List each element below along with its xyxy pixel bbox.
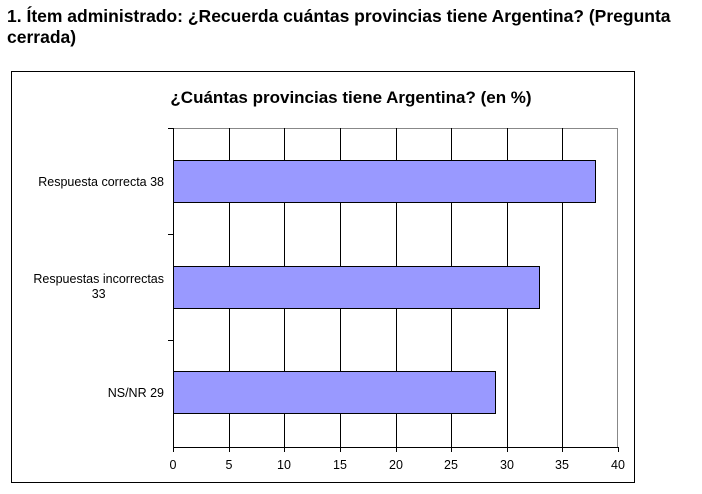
x-tick-label: 15	[333, 458, 347, 472]
gridline	[562, 128, 563, 447]
x-tick	[340, 447, 341, 452]
x-tick	[229, 447, 230, 452]
y-tick	[168, 128, 173, 129]
x-tick	[507, 447, 508, 452]
category-label: Respuestas incorrectas 33	[33, 272, 164, 301]
x-tick-label: 20	[389, 458, 403, 472]
bar-ns-nr	[173, 371, 496, 414]
x-tick-label: 40	[611, 458, 625, 472]
x-tick	[396, 447, 397, 452]
x-tick	[562, 447, 563, 452]
page-heading: 1. Ítem administrado: ¿Recuerda cuántas …	[7, 6, 671, 47]
x-tick	[451, 447, 452, 452]
plot-area	[173, 128, 618, 447]
x-tick-label: 30	[500, 458, 514, 472]
x-tick-label: 0	[169, 458, 177, 472]
x-tick-label: 35	[555, 458, 569, 472]
category-label: NS/NR 29	[107, 386, 164, 400]
x-tick	[618, 447, 619, 452]
y-tick	[168, 340, 173, 341]
x-tick	[284, 447, 285, 452]
category-label: Respuesta correcta 38	[38, 175, 164, 189]
y-tick	[168, 234, 173, 235]
chart-title: ¿Cuántas provincias tiene Argentina? (en…	[170, 88, 532, 107]
x-axis	[173, 447, 619, 448]
bar-respuestas-incorrectas	[173, 266, 540, 309]
bar-respuesta-correcta	[173, 160, 596, 203]
x-tick	[173, 447, 174, 452]
x-tick-label: 10	[277, 458, 291, 472]
x-tick-label: 25	[444, 458, 458, 472]
x-tick-label: 5	[225, 458, 233, 472]
